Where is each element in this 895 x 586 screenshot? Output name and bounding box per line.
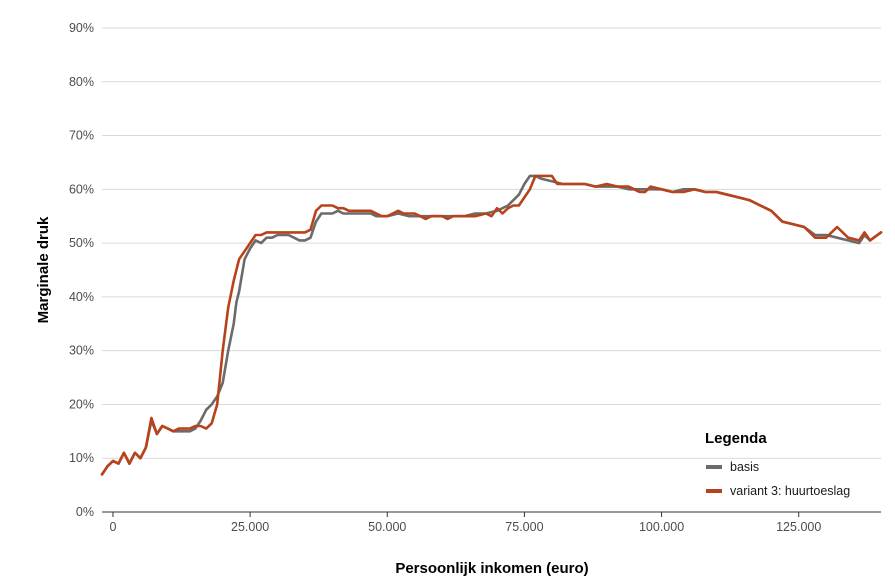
y-tick-label: 80% <box>69 75 94 89</box>
x-tick-label: 25.000 <box>231 520 269 534</box>
legend-entries: basis variant 3: huurtoeslag <box>706 460 850 498</box>
y-tick-label: 0% <box>76 505 94 519</box>
y-tick-label: 20% <box>69 397 94 411</box>
x-tick-label: 100.000 <box>639 520 684 534</box>
legend-label: variant 3: huurtoeslag <box>730 484 850 498</box>
x-tick-label: 50.000 <box>368 520 406 534</box>
y-tick-label: 50% <box>69 236 94 250</box>
y-tick-label: 70% <box>69 129 94 143</box>
x-axis-title: Persoonlijk inkomen (euro) <box>395 560 588 577</box>
legend-label: basis <box>730 460 759 474</box>
axes: 0% 10% 20% 30% 40% 50% 60% 70% 80% 90% 0 25.000 50.0… <box>69 21 881 534</box>
y-tick-label: 60% <box>69 182 94 196</box>
x-tick-label: 75.000 <box>505 520 543 534</box>
y-tick-label: 40% <box>69 290 94 304</box>
series-line-variant-3 <box>100 174 883 476</box>
x-tick-label: 0 <box>109 520 116 534</box>
gridlines <box>102 27 881 459</box>
legend-title: Legenda <box>705 430 767 447</box>
x-tick-label: 125.000 <box>776 520 821 534</box>
legend: Legenda basis variant 3: huurtoeslag <box>705 430 850 498</box>
series-lines <box>100 174 883 476</box>
y-tick-label: 30% <box>69 344 94 358</box>
y-axis-title: Marginale druk <box>35 216 52 323</box>
y-tick-label: 90% <box>69 21 94 35</box>
y-tick-label: 10% <box>69 451 94 465</box>
